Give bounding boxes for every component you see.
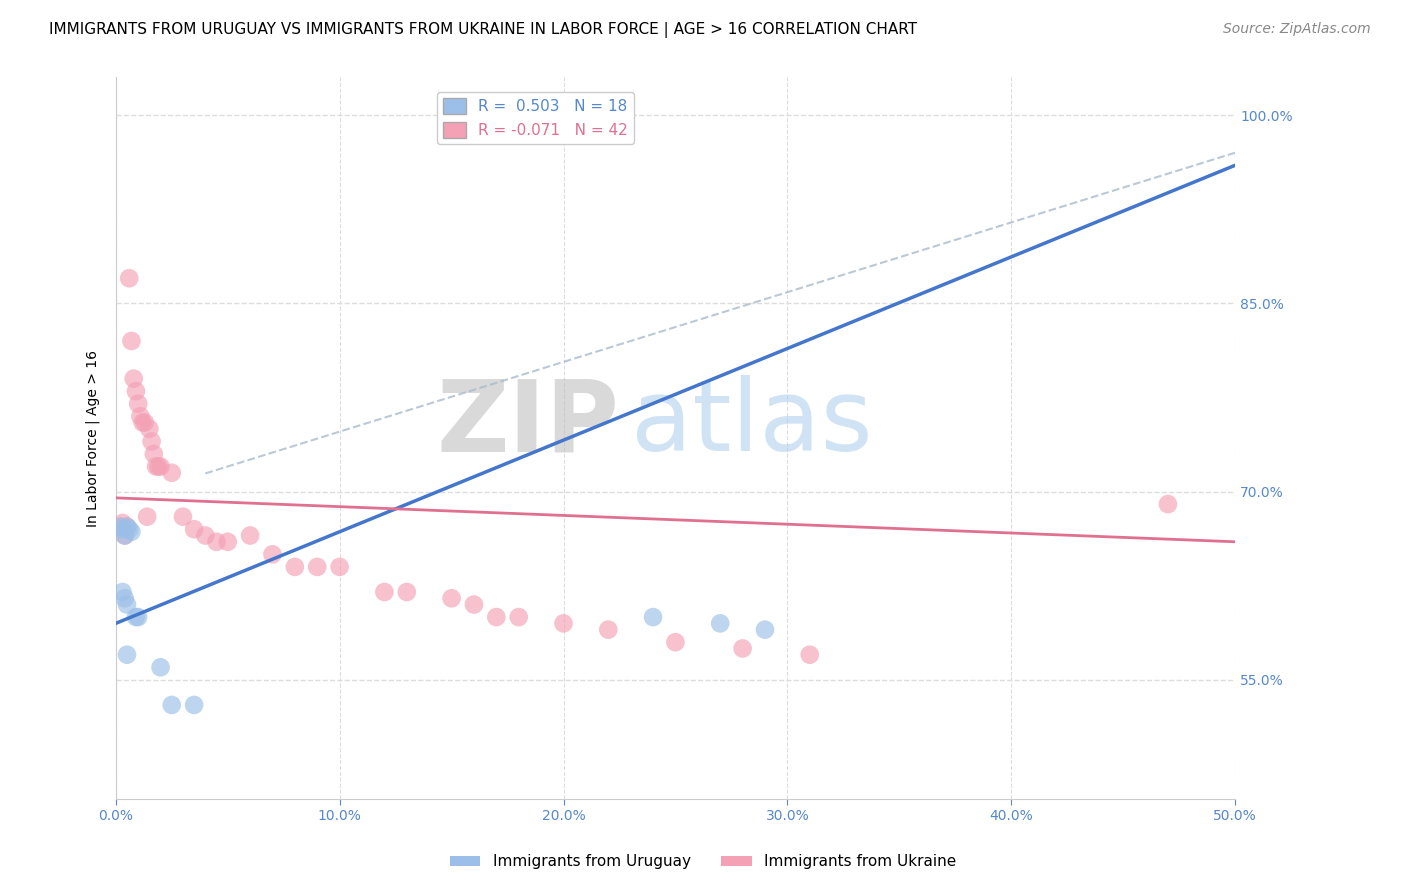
Point [141, 434, 163, 449]
Point [115, 520, 138, 534]
Point [205, 534, 228, 549]
Point [127, 610, 149, 624]
Point [160, 698, 183, 712]
Point [115, 520, 138, 534]
Point [440, 591, 463, 606]
Point [329, 560, 352, 574]
Point [485, 610, 508, 624]
Point [149, 459, 172, 474]
Point [111, 522, 134, 536]
Point [127, 397, 149, 411]
Point [284, 560, 307, 574]
Point [799, 648, 821, 662]
Point [131, 416, 153, 430]
Point [262, 547, 284, 561]
Point [122, 371, 145, 385]
Point [145, 459, 167, 474]
Point [183, 522, 205, 536]
Point [125, 610, 148, 624]
Point [172, 509, 194, 524]
Legend: R =  0.503   N = 18, R = -0.071   N = 42: R = 0.503 N = 18, R = -0.071 N = 42 [437, 92, 634, 145]
Point [395, 585, 418, 599]
Text: atlas: atlas [631, 376, 872, 473]
Point [110, 520, 132, 534]
Point [194, 528, 217, 542]
Point [373, 585, 395, 599]
Point [664, 635, 686, 649]
Point [160, 466, 183, 480]
Text: IMMIGRANTS FROM URUGUAY VS IMMIGRANTS FROM UKRAINE IN LABOR FORCE | AGE > 16 COR: IMMIGRANTS FROM URUGUAY VS IMMIGRANTS FR… [49, 22, 917, 38]
Point [125, 384, 148, 399]
Point [598, 623, 620, 637]
Point [118, 271, 141, 285]
Point [129, 409, 152, 424]
Point [553, 616, 575, 631]
Point [1157, 497, 1180, 511]
Point [120, 334, 142, 348]
Point [120, 524, 142, 539]
Point [307, 560, 329, 574]
Point [115, 648, 138, 662]
Point [111, 516, 134, 530]
Text: ZIP: ZIP [437, 376, 620, 473]
Text: Source: ZipAtlas.com: Source: ZipAtlas.com [1223, 22, 1371, 37]
Point [111, 585, 134, 599]
Point [731, 641, 754, 656]
Point [183, 698, 205, 712]
Point [463, 598, 485, 612]
Point [114, 591, 136, 606]
Point [754, 623, 776, 637]
Point [217, 534, 239, 549]
Point [134, 416, 156, 430]
Point [641, 610, 664, 624]
Point [110, 520, 132, 534]
Point [114, 528, 136, 542]
Point [118, 522, 141, 536]
Point [115, 598, 138, 612]
Point [136, 509, 159, 524]
Point [142, 447, 165, 461]
Legend: Immigrants from Uruguay, Immigrants from Ukraine: Immigrants from Uruguay, Immigrants from… [444, 848, 962, 875]
Point [138, 422, 160, 436]
Point [508, 610, 530, 624]
Point [239, 528, 262, 542]
Point [148, 459, 170, 474]
Point [114, 528, 136, 542]
Point [709, 616, 731, 631]
Y-axis label: In Labor Force | Age > 16: In Labor Force | Age > 16 [86, 350, 100, 527]
Point [149, 660, 172, 674]
